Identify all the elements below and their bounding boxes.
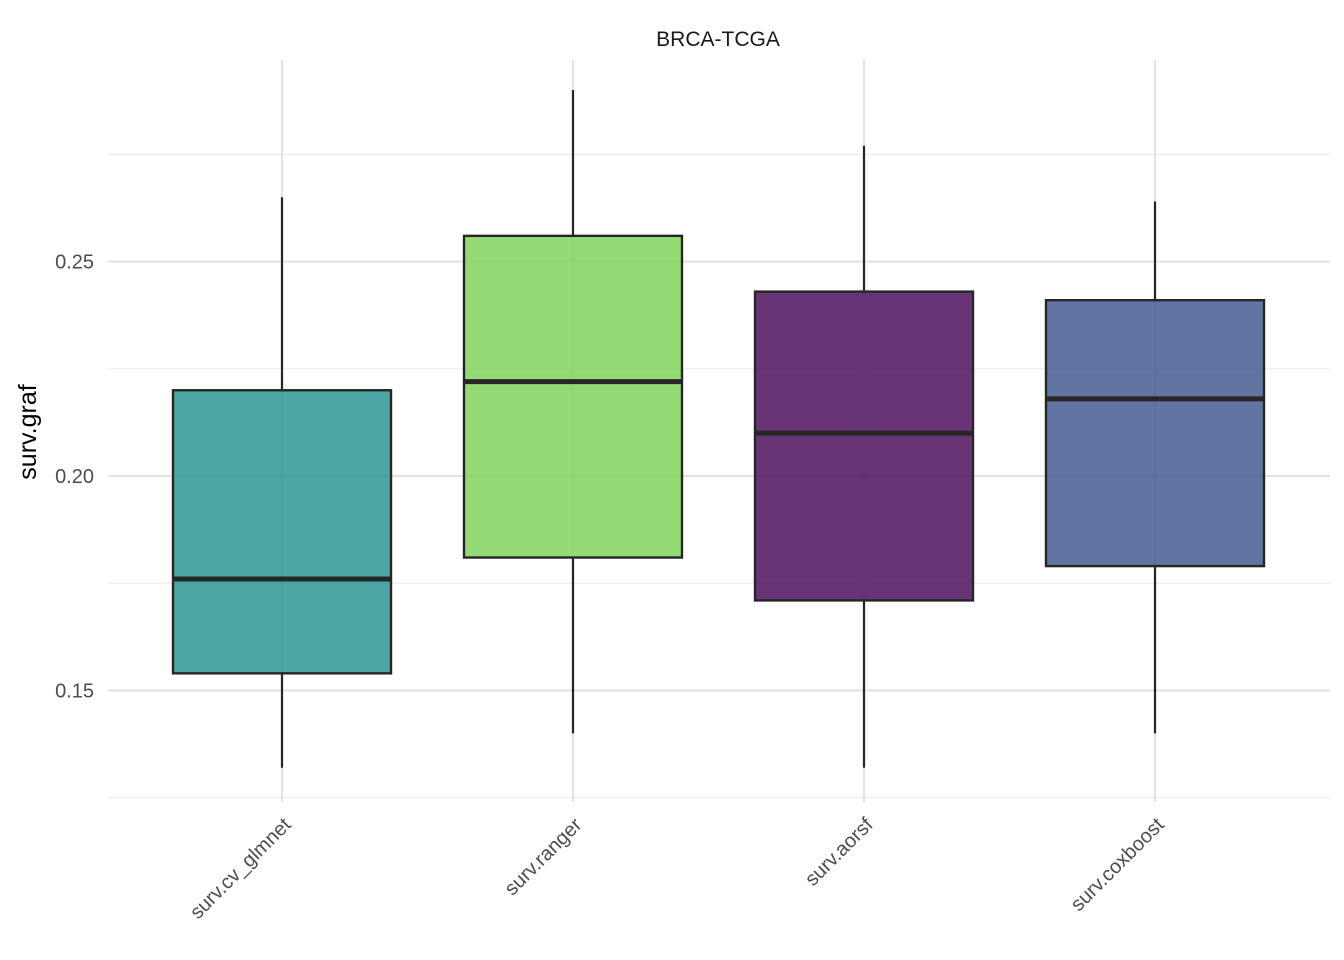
y-axis-label: surv.graf (14, 384, 42, 479)
y-tick-label: 0.15 (55, 680, 94, 702)
box-iqr (753, 290, 975, 602)
y-tick-label: 0.25 (55, 252, 94, 274)
chart-title: BRCA-TCGA (656, 28, 780, 51)
box-iqr (171, 389, 393, 675)
y-tick-label: 0.20 (55, 466, 94, 488)
x-tick-label: surv.cv_glmnet (186, 814, 296, 924)
x-tick-label: surv.ranger (501, 814, 587, 900)
box-group-surv-ranger (462, 90, 684, 734)
box-group-surv-coxboost (1044, 201, 1266, 734)
box-group-surv-aorsf (753, 145, 975, 768)
box-iqr (1044, 298, 1266, 568)
x-tick-label: surv.coxboost (1067, 814, 1169, 916)
box-group-surv-cv-glmnet (171, 197, 393, 768)
x-tick-label: surv.aorsf (801, 814, 878, 891)
boxes-layer (171, 90, 1266, 768)
box-iqr (462, 234, 684, 559)
